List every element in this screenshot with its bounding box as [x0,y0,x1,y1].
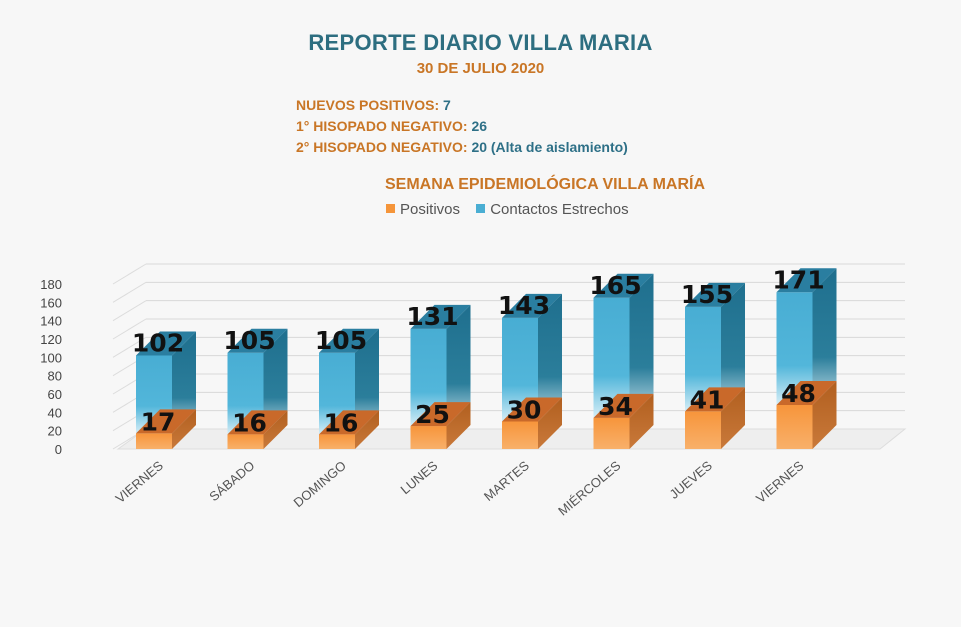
x-tick-label: MARTES [481,458,532,504]
bar-contactos-top [593,273,654,298]
y-tick-label: 140 [40,314,62,329]
x-tick-label: JUEVES [667,458,716,502]
data-label-positivos: 34 [598,392,633,421]
x-tick-label: VIERNES [753,458,807,506]
legend-label: Positivos [400,201,461,218]
bar-positivos-top [593,393,654,418]
gridline-depth [112,281,147,303]
x-tick-label: DOMINGO [291,458,349,510]
bar-contactos-top [410,304,471,329]
data-label-positivos: 41 [690,385,725,414]
y-tick-label: 0 [55,442,62,457]
bar-positivos-front [776,405,813,449]
bar-contactos-side [446,304,471,427]
y-tick-label: 100 [40,350,62,365]
legend-item-positivos: Positivos [386,201,464,218]
chart-title: SEMANA EPIDEMIOLÓGICA VILLA MARÍA [385,176,705,193]
stat-value: 20 (Alta de aislamiento) [471,139,628,155]
bar-contactos-top [502,293,562,318]
legend-label: Contactos Estrechos [490,201,629,218]
bar-contactos-top [776,268,837,293]
x-tick-label: VIERNES [113,458,167,506]
bar-positivos-top [227,410,288,435]
stat-label: NUEVOS POSITIVOS: [296,97,440,113]
y-tick-label: 120 [40,332,62,347]
bar-positivos-front [319,434,355,449]
bar-contactos-side [721,282,745,412]
data-label-contactos: 131 [406,302,458,331]
bar-contactos-side [172,331,196,434]
bar-positivos-top [685,387,745,412]
gridline-depth [112,263,147,285]
bar-contactos-side [812,268,837,405]
bar-contactos-side [538,293,562,422]
bar-positivos-top [136,409,196,434]
bar-positivos-side [172,409,196,449]
data-label-positivos: 30 [507,396,542,425]
legend-item-contactos: Contactos Estrechos [476,201,629,218]
bar-contactos-side [355,328,379,435]
data-label-positivos: 17 [141,407,176,436]
x-tick-label: LUNES [398,458,441,498]
bar-positivos-front [502,421,538,449]
stat-primer-hisopado: 1° HISOPADO NEGATIVO: 26 [296,118,487,134]
data-label-contactos: 143 [498,291,550,320]
y-tick-label: 180 [40,277,62,292]
bar-contactos-top [685,282,745,307]
gridline-depth [112,318,147,340]
gridline-depth [112,336,147,358]
bar-positivos-front [685,411,721,449]
bar-positivos-side [629,393,654,449]
bar-positivos-side [446,402,471,449]
stat-value: 26 [471,118,488,134]
stat-value: 7 [443,97,451,113]
data-label-contactos: 105 [315,326,367,355]
data-label-contactos: 155 [681,280,733,309]
bar-positivos-side [721,387,745,449]
x-tick-label: MIÉRCOLES [555,458,624,519]
bar-positivos-front [593,417,630,449]
data-label-positivos: 16 [324,408,359,437]
bar-positivos-top [319,410,379,435]
data-label-contactos: 165 [589,271,641,300]
bar-positivos-top [502,397,562,422]
stat-label: 1° HISOPADO NEGATIVO: [296,118,468,134]
legend-swatch-positivos [386,204,395,213]
y-tick-label: 80 [48,369,62,384]
stat-nuevos-positivos: NUEVOS POSITIVOS: 7 [296,97,451,113]
bar-positivos-side [812,381,837,449]
data-label-positivos: 48 [781,379,816,408]
bar-contactos-top [227,328,288,353]
bar-contactos-side [263,328,288,435]
data-label-contactos: 105 [223,326,275,355]
bar-contactos-side [629,273,654,418]
gridline-depth [112,300,147,322]
data-label-contactos: 102 [132,329,184,358]
x-tick-label: SÁBADO [206,458,257,504]
legend-swatch-contactos [476,204,486,213]
y-tick-label: 40 [48,405,62,420]
bar-positivos-front [227,434,264,449]
data-label-contactos: 171 [772,265,824,294]
bar-positivos-top [776,381,837,405]
report-title: REPORTE DIARIO VILLA MARIA [308,30,653,55]
stat-label: 2° HISOPADO NEGATIVO: [296,139,468,155]
bar-positivos-side [355,410,379,449]
y-tick-label: 60 [48,387,62,402]
bar-positivos-front [410,426,447,449]
data-label-positivos: 25 [415,400,450,429]
data-label-positivos: 16 [232,408,267,437]
bar-positivos-side [538,397,562,449]
chart-legend: Positivos Contactos Estrechos [386,201,641,218]
bar-contactos-top [319,328,379,353]
report-date: 30 DE JULIO 2020 [416,60,545,77]
bar-positivos-side [263,410,288,449]
bar-positivos-front [136,433,172,449]
bar-positivos-top [410,402,471,427]
y-tick-label: 20 [48,424,62,439]
bar-contactos-top [136,331,196,356]
y-tick-label: 160 [40,295,62,310]
stat-segundo-hisopado: 2° HISOPADO NEGATIVO: 20 (Alta de aislam… [296,139,628,155]
